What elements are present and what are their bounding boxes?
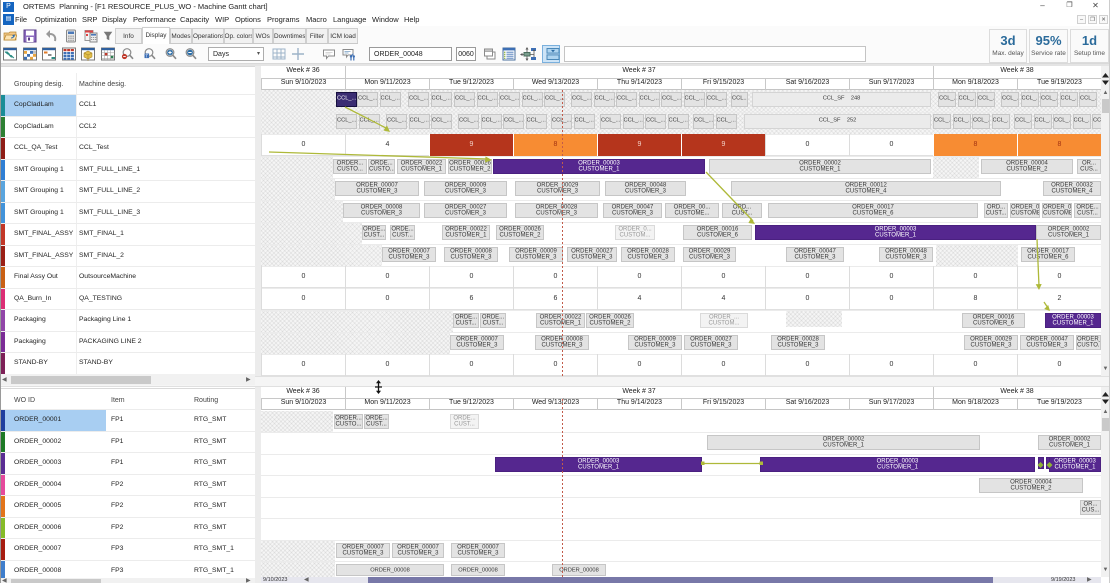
svg-text:T: T: [145, 53, 148, 58]
